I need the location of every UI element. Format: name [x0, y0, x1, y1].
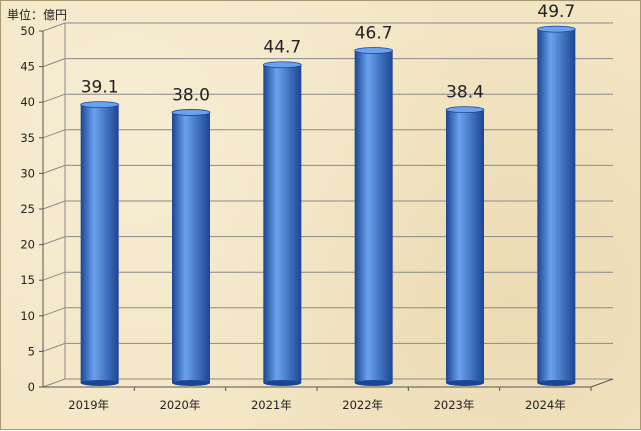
- gridline-diagonal: [42, 200, 66, 210]
- gridline-diagonal: [42, 307, 66, 317]
- gridline-diagonal: [42, 93, 66, 103]
- gridline-diagonal: [42, 58, 66, 68]
- bar-base: [80, 380, 119, 386]
- gridline-diagonal: [42, 164, 66, 174]
- bar-body: [80, 104, 119, 383]
- bar: [171, 109, 211, 386]
- bar-top: [536, 25, 576, 33]
- y-tick-label: 50: [20, 24, 35, 38]
- gridline-diagonal: [42, 342, 66, 352]
- y-tick-label: 5: [28, 344, 35, 358]
- gridline-diagonal: [42, 271, 66, 281]
- bar-body: [172, 112, 210, 383]
- x-tick-label: 2023年: [434, 398, 475, 412]
- value-label: 46.7: [355, 23, 393, 43]
- value-label: 39.1: [81, 78, 119, 98]
- gridline-diagonal: [42, 22, 66, 32]
- bar-base: [172, 380, 210, 386]
- bar-top: [262, 61, 302, 69]
- gridline-diagonal: [42, 378, 66, 388]
- bar-top: [171, 109, 211, 116]
- bar-body: [537, 29, 576, 384]
- bar-base: [537, 380, 576, 386]
- bar-base: [446, 380, 484, 386]
- floor-right-edge: [590, 378, 614, 388]
- bar-body: [446, 109, 484, 383]
- x-tick-label: 2021年: [251, 398, 292, 412]
- value-label: 38.4: [446, 83, 484, 103]
- y-tick-label: 10: [20, 309, 35, 323]
- bar-body: [354, 50, 393, 383]
- value-label: 49.7: [537, 2, 575, 22]
- bar-base: [263, 380, 302, 386]
- bar: [262, 61, 302, 386]
- y-tick-label: 0: [28, 380, 35, 394]
- bar: [80, 101, 120, 386]
- x-tick-label: 2022年: [342, 398, 383, 412]
- gridline-diagonal: [42, 129, 66, 139]
- unit-label: 単位：億円: [7, 8, 68, 22]
- y-tick-label: 15: [20, 273, 35, 287]
- bar-top: [80, 101, 120, 109]
- y-tick-label: 25: [20, 202, 35, 216]
- bar: [354, 47, 394, 386]
- gridline-diagonal: [42, 236, 66, 246]
- bar-body: [263, 64, 302, 384]
- value-label: 44.7: [263, 38, 301, 58]
- x-tick-label: 2024年: [525, 398, 566, 412]
- bar: [536, 25, 576, 386]
- value-label: 38.0: [172, 85, 210, 105]
- bar-base: [354, 380, 393, 386]
- y-tick-label: 40: [20, 95, 35, 109]
- bar-top: [445, 106, 485, 113]
- bar: [445, 106, 485, 386]
- y-tick-label: 35: [20, 131, 35, 145]
- y-tick-label: 30: [20, 166, 35, 180]
- y-tick-label: 20: [20, 238, 35, 252]
- y-tick-label: 45: [20, 60, 35, 74]
- x-tick-label: 2020年: [160, 398, 201, 412]
- bar-top: [354, 47, 394, 54]
- x-tick-label: 2019年: [68, 398, 109, 412]
